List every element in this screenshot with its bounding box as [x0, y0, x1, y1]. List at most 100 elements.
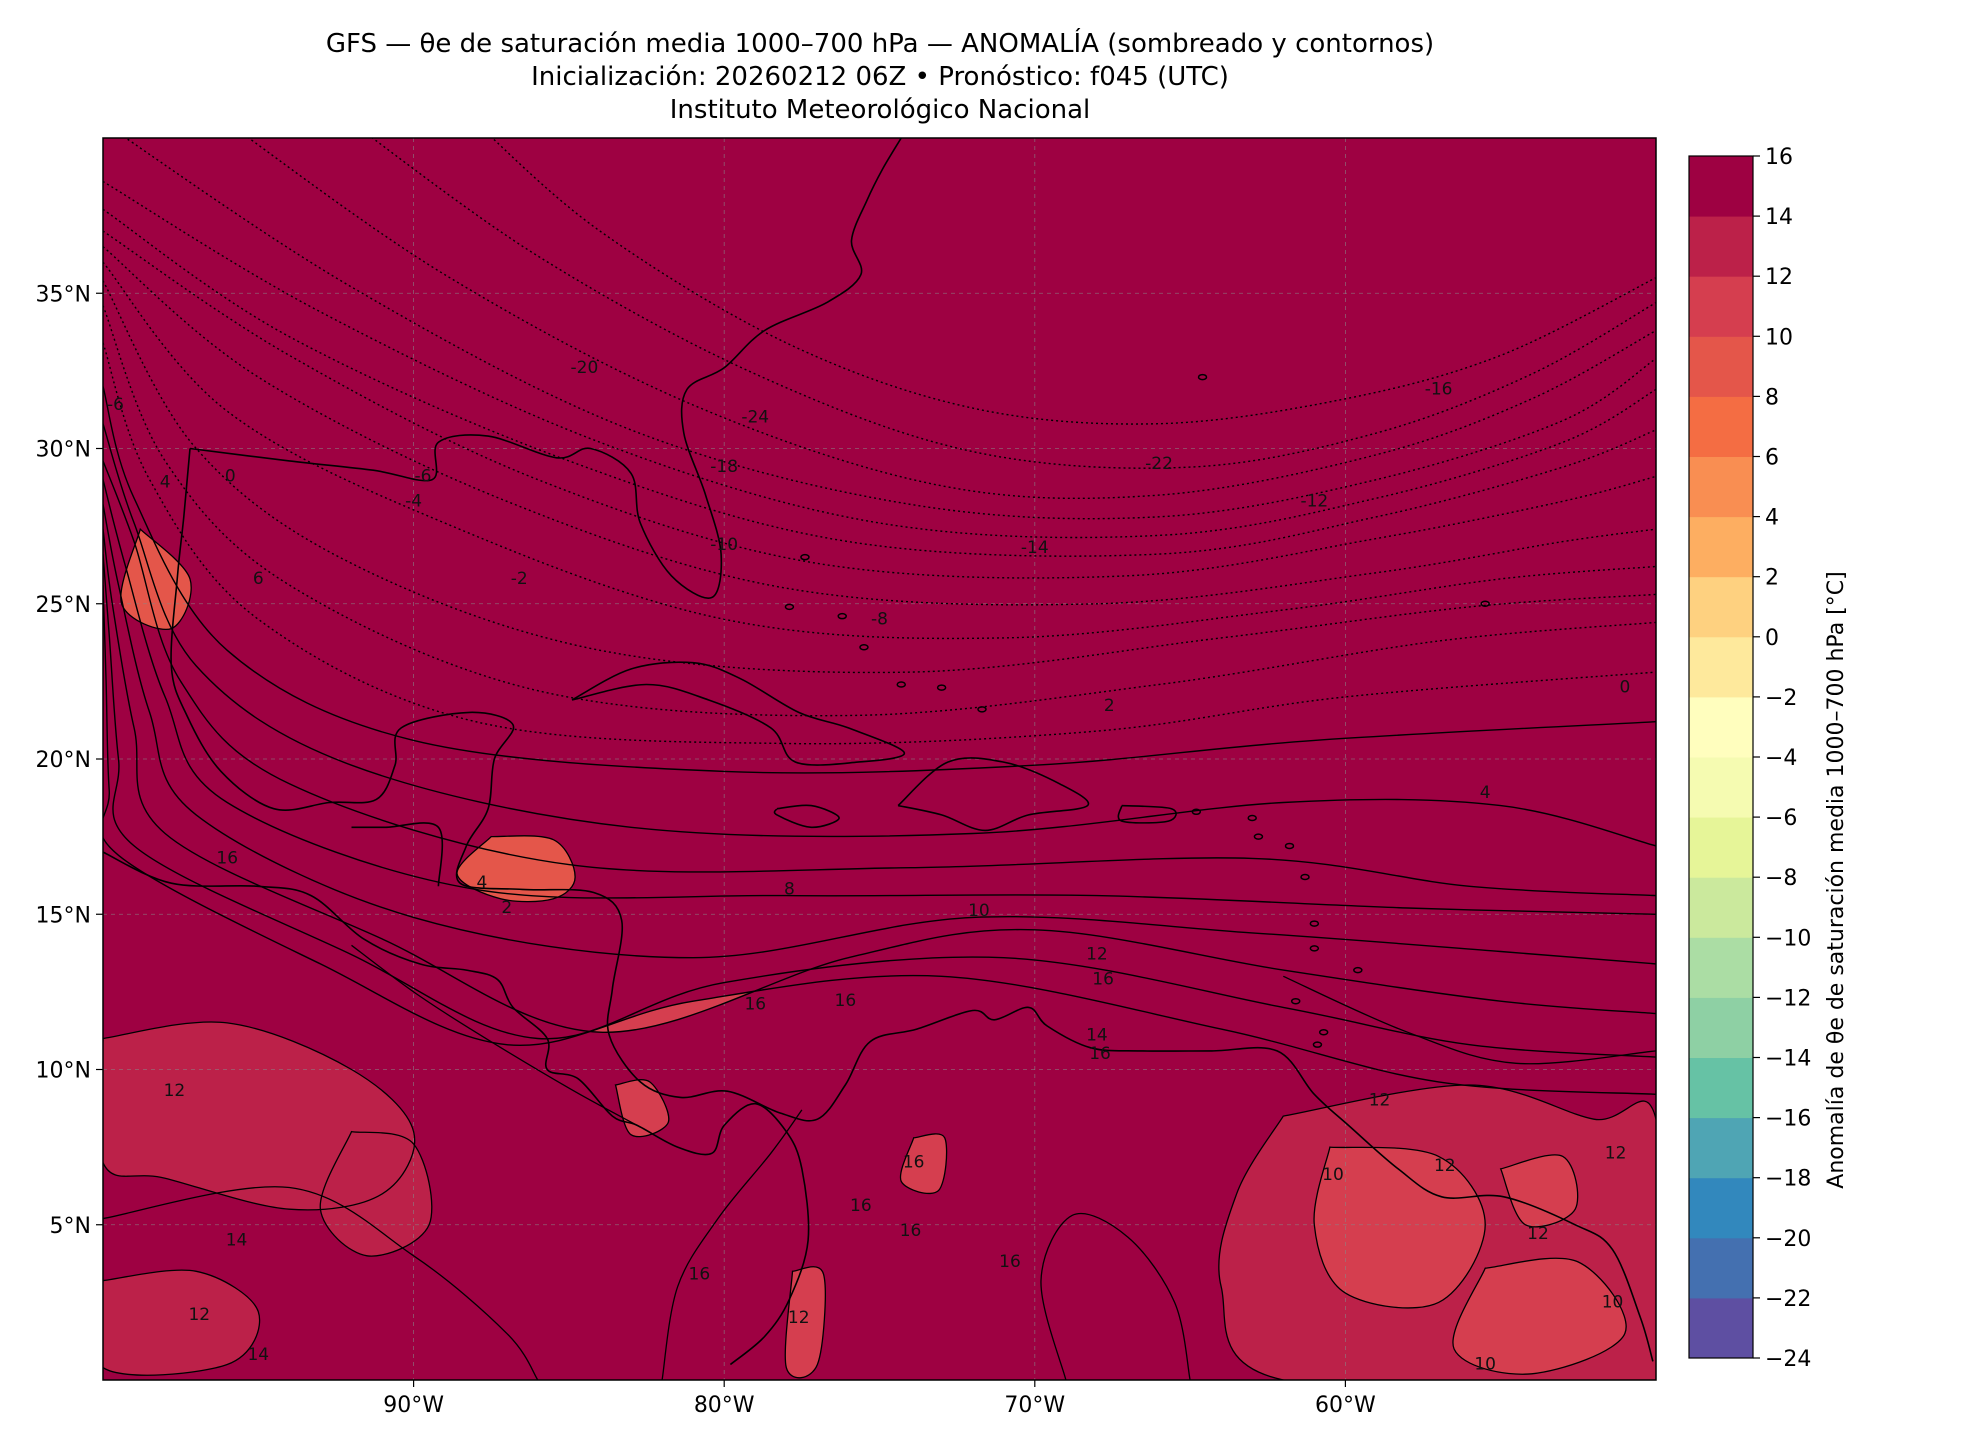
colorbar-segment — [1689, 576, 1753, 638]
contour-label: 10 — [1322, 1165, 1344, 1185]
island-outline — [784, 603, 795, 611]
colorbar-segment — [1689, 1237, 1753, 1299]
negative-contour — [247, 138, 1656, 500]
negative-contour — [491, 138, 1656, 425]
anomaly-patch — [785, 1266, 826, 1378]
colorbar-tick-label: 6 — [1765, 446, 1779, 471]
title-line-1: GFS — θe de saturación media 1000–700 hP… — [325, 29, 1435, 59]
island-outline — [936, 684, 947, 691]
colorbar — [1688, 155, 1754, 1359]
island-outline — [896, 681, 906, 688]
figure-title-block: GFS — θe de saturación media 1000–700 hP… — [100, 28, 1660, 127]
latitude-tick-label: 30°N — [36, 438, 91, 463]
closed-contour — [120, 527, 192, 631]
colorbar-tick-label: −2 — [1765, 686, 1797, 711]
island-outline — [859, 643, 869, 651]
contour-label: -14 — [1021, 538, 1049, 558]
contour-label: -10 — [710, 535, 738, 555]
colorbar-tick-label: 10 — [1765, 325, 1793, 350]
contour-label: 12 — [1434, 1156, 1456, 1176]
closed-contour — [614, 1079, 670, 1138]
colorbar-segment — [1689, 1057, 1753, 1119]
contour-label: 12 — [788, 1308, 810, 1328]
colorbar-tick-label: −18 — [1765, 1167, 1811, 1192]
island-outline — [1312, 1041, 1323, 1048]
longitude-axis: 90°W 80°W 70°W 60°W — [383, 1380, 1376, 1418]
coastline — [189, 138, 902, 599]
negative-contour — [103, 208, 1656, 557]
contour-label: 14 — [226, 1230, 248, 1250]
contour-labels: -24-22-20-18-16-14-12-10-8-6-4-202-64604… — [107, 358, 1630, 1375]
colorbar-ticks: −24−22−20−18−16−14−12−10−8−6−4−202468101… — [1753, 145, 1811, 1372]
positive-contour — [661, 1109, 803, 1380]
island-outline — [800, 553, 810, 561]
contour-label: 16 — [1089, 1044, 1111, 1064]
coastline — [103, 851, 810, 1366]
coastline — [897, 757, 1090, 832]
contour-label: 12 — [188, 1305, 210, 1325]
colorbar-segment — [1689, 336, 1753, 397]
latitude-axis: 5°N 10°N 15°N 20°N 25°N 30°N 35°N — [36, 282, 103, 1239]
positive-contour — [103, 585, 1656, 1095]
longitude-tick-label: 90°W — [383, 1393, 444, 1418]
closed-contour — [103, 1269, 261, 1376]
contour-label: -20 — [571, 358, 599, 378]
anomaly-patch — [103, 1270, 260, 1376]
colorbar-tick-label: −8 — [1765, 866, 1797, 891]
colorbar-segment — [1689, 636, 1753, 698]
colorbar-segment — [1689, 696, 1753, 758]
contour-label: -2 — [511, 569, 528, 589]
contour-label: 16 — [850, 1196, 872, 1216]
anomaly-shading — [103, 138, 1656, 1095]
colorbar-tick-label: −16 — [1765, 1107, 1811, 1132]
colorbar-tick-label: 14 — [1765, 205, 1793, 230]
latitude-tick-label: 5°N — [50, 1214, 91, 1239]
colorbar-segment — [1689, 817, 1753, 878]
island-outline — [1284, 842, 1295, 850]
contour-label: 2 — [1104, 696, 1115, 716]
island-outline — [1309, 920, 1320, 927]
contour-label: 12 — [1527, 1224, 1549, 1244]
island-outline — [1253, 833, 1264, 840]
coastline — [773, 804, 840, 829]
positive-contour — [103, 504, 1656, 965]
island-outline — [1300, 873, 1310, 881]
colorbar-tick-label: 2 — [1765, 566, 1779, 591]
negative-contour — [103, 280, 1656, 674]
contour-label: 12 — [164, 1081, 186, 1101]
anomaly-patch — [1452, 1258, 1627, 1375]
positive-contour — [103, 423, 1656, 847]
anomaly-band — [103, 138, 1656, 1095]
positive-contour — [103, 386, 1656, 774]
contour-label: 12 — [1086, 945, 1108, 965]
closed-contour — [1499, 1154, 1579, 1228]
coastlines — [103, 138, 1654, 1366]
coastline — [571, 661, 906, 766]
contour-label: 16 — [744, 994, 766, 1014]
contour-label: 4 — [1480, 783, 1491, 803]
colorbar-tick-label: −24 — [1765, 1347, 1811, 1372]
contour-label: -8 — [871, 609, 888, 629]
contour-label: -16 — [1425, 380, 1453, 400]
colorbar-tick-label: −10 — [1765, 926, 1811, 951]
colorbar-tick-label: 0 — [1765, 626, 1779, 651]
island-outline — [837, 612, 847, 620]
colorbar-segment — [1689, 1177, 1753, 1239]
contour-label: 6 — [253, 569, 264, 589]
contour-label: 14 — [1086, 1025, 1108, 1045]
latitude-tick-label: 10°N — [36, 1059, 91, 1084]
colorbar-tick-label: −4 — [1765, 746, 1797, 771]
contour-label: -4 — [405, 491, 422, 511]
contour-label: -12 — [1300, 491, 1328, 511]
contour-label: -6 — [414, 466, 431, 486]
colorbar-segment — [1689, 396, 1753, 457]
coastline — [351, 822, 444, 887]
closed-contour — [1452, 1257, 1627, 1375]
island-outline — [1247, 814, 1257, 822]
island-outline — [1318, 1028, 1329, 1036]
negative-contour — [103, 180, 1656, 539]
colorbar-tick-label: −12 — [1765, 986, 1811, 1011]
contour-label: -18 — [710, 457, 738, 477]
island-outline — [1197, 373, 1208, 381]
coastline — [170, 448, 1654, 1362]
